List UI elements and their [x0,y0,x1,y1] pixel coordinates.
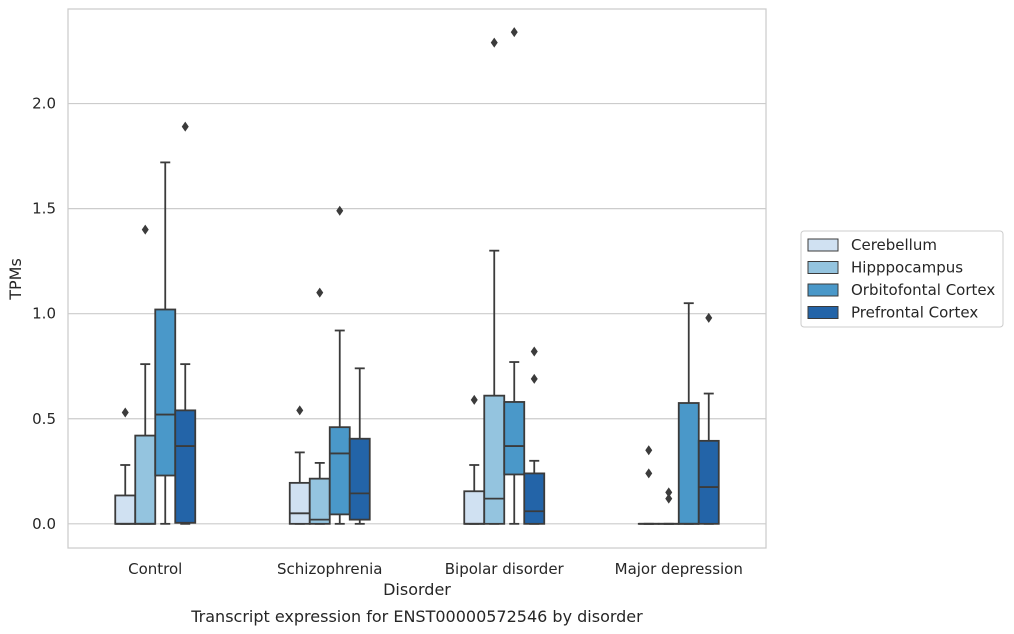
outlier-point [336,205,344,216]
box-body [174,409,197,524]
outlier-point [470,394,478,405]
outlier-point [141,224,149,235]
legend-swatch [807,238,839,252]
box-1-0 [288,405,311,525]
x-axis-title: Disorder [383,580,451,599]
outlier-point [645,468,653,479]
outlier-point [490,37,498,48]
box-body [463,490,486,525]
box-2-0 [463,394,486,525]
legend-swatch [807,306,839,319]
box-body [677,402,700,525]
box-body [114,494,137,525]
legend-label: Prefrontal Cortex [851,304,978,322]
outlier-point [181,121,189,132]
y-tick-label: 0.5 [32,410,56,428]
x-tick-label: Control [128,560,182,578]
x-tick-label: Bipolar disorder [445,560,565,578]
outlier-point [665,487,673,498]
x-tick-label: Schizophrenia [277,560,382,578]
y-tick-label: 1.5 [32,200,56,218]
box-body [348,437,371,521]
outlier-point [665,493,673,504]
box-3-1 [657,487,680,525]
legend-label: Cerebellum [851,236,937,254]
box-body [288,481,311,525]
box-body [328,426,351,516]
legend-label: Orbitofontal Cortex [851,281,995,299]
box-1-3 [348,367,371,525]
chart-caption: Transcript expression for ENST0000057254… [190,607,643,626]
box-2-1 [483,37,506,525]
box-body [308,477,331,525]
box-2-2 [503,27,526,525]
box-3-2 [677,302,700,525]
box-body [697,439,720,525]
box-body [503,401,526,476]
outlier-point [645,445,653,456]
outlier-point [510,27,518,38]
y-tick-labels: 0.0 0.5 1.0 1.5 2.0 [32,95,56,533]
outlier-point [530,346,538,357]
box-0-1 [134,224,157,525]
legend: Cerebellum Hipppocampus Orbitofontal Corte… [800,230,1004,328]
outlier-point [705,312,713,323]
outlier-point [296,405,304,416]
y-tick-label: 0.0 [32,515,56,533]
box-2-3 [523,346,546,525]
plot-frame [67,8,767,549]
box-3-0 [637,445,660,525]
box-1-1 [308,287,331,525]
legend-frame [800,230,1004,328]
box-body [134,434,157,525]
x-tick-label: Major depression [615,560,743,578]
box-body [483,394,506,525]
box-layer [114,27,720,525]
legend-swatch [807,283,839,297]
y-tick-label: 1.0 [32,305,56,323]
box-1-2 [328,205,351,525]
outlier-point [121,407,129,418]
box-body [154,308,177,477]
y-tick-label: 2.0 [32,95,56,113]
box-0-3 [174,121,197,525]
x-tick-labels: Control Schizophrenia Bipolar disorder Majo… [128,560,743,578]
outlier-point [530,373,538,384]
box-0-2 [154,161,177,525]
box-body [523,472,546,525]
box-0-0 [114,407,137,525]
outlier-point [316,287,324,298]
box-3-3 [697,312,720,525]
legend-swatch [807,261,839,274]
legend-label: Hipppocampus [851,259,963,277]
y-axis-title: TPMs [6,258,25,301]
